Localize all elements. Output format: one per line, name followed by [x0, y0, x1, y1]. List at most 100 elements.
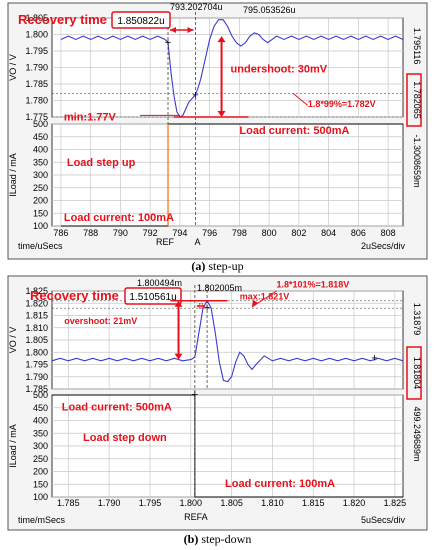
chart-a-cursor-ref-label: REF [156, 237, 175, 247]
chart-a-x-tick-label: 786 [53, 228, 68, 238]
chart-a-current-y-tick-label: 450 [33, 132, 48, 142]
chart-a-x-tick-label: 796 [202, 228, 217, 238]
chart-b-voltage-y-tick-label: 1.805 [25, 335, 48, 345]
chart-b-current-y-tick-label: 450 [33, 403, 48, 413]
chart-b-cursor-b-marker: + [371, 352, 377, 364]
chart-b-x-tick-label: 1.820 [343, 498, 366, 508]
chart-b-voltage-y-tick-label: 1.785 [25, 384, 48, 394]
chart-b-x-tick-label: 1.800 [180, 498, 203, 508]
chart-b-x-tick-label: 1.815 [302, 498, 325, 508]
chart-a-threshold-pointer [292, 92, 309, 106]
chart-a-x-tick-label: 794 [172, 228, 187, 238]
chart-b-current-y-tick-label: 300 [33, 441, 48, 451]
chart-b-recovery-time-arrowheads [196, 303, 206, 309]
chart-b-voltage-y-axis-label: VO / V [8, 327, 18, 354]
chart-a-current-y-tick-label: 300 [33, 170, 48, 180]
chart-a-cursor-ref-time: 793.202704u [170, 2, 223, 12]
chart-b-voltage-y-tick-label: 1.795 [25, 360, 48, 370]
chart-b-voltage-series-line [51, 299, 404, 383]
chart-a-right-readout-box [406, 73, 422, 127]
chart-b-scale-label: 5uSecs/div [361, 515, 406, 525]
chart-b-threshold-label: 1.8*101%=1.818V [276, 279, 349, 289]
chart-a-current-high-label: Load current: 500mA [239, 125, 349, 137]
chart-a-x-tick-label: 790 [113, 228, 128, 238]
chart-a-recovery-time-label: Recovery time [18, 12, 107, 27]
chart-b-voltage-y-tick-label: 1.820 [25, 298, 48, 308]
chart-a-threshold-label: 1.8*99%=1.782V [308, 99, 376, 109]
chart-a-x-tick-label: 788 [83, 228, 98, 238]
chart-a-cursor-a-label: A [195, 237, 201, 247]
chart-a-voltage-y-tick-label: 1.795 [25, 46, 48, 56]
caption-a-text: step-up [208, 259, 244, 273]
chart-a-recovery-time-box [111, 11, 171, 29]
chart-b-x-tick-label: 1.790 [98, 498, 121, 508]
chart-b-current-y-tick-label: 250 [33, 454, 48, 464]
chart-a-current-y-tick-label: 400 [33, 145, 48, 155]
chart-a-current-y-tick-label: 100 [33, 221, 48, 231]
chart-a-current-low-label: Load current: 100mA [64, 212, 174, 224]
chart-b-voltage-y-tick-label: 1.790 [25, 372, 48, 382]
chart-a-recovery-time-arrowheads [170, 27, 194, 33]
chart-b-cursor-ref-marker: + [192, 389, 198, 401]
chart-a-undershoot-label: undershoot: 30mV [231, 63, 328, 75]
chart-a-current-y-tick-label: 500 [33, 119, 48, 129]
chart-a-min-label: min:1.77V [64, 111, 117, 123]
chart-b-x-tick-label: 1.825 [384, 498, 407, 508]
caption-b: (b) step-down [0, 532, 435, 547]
chart-a-current-y-tick-label: 150 [33, 208, 48, 218]
chart-a-x-tick-label: 792 [143, 228, 158, 238]
chart-a-current-y-axis-label: ILoad / mA [8, 153, 18, 197]
chart-a-x-axis-label: time/uSecs [18, 241, 63, 251]
chart-b-load-step-label: Load step down [83, 432, 167, 444]
chart-a-cursor-a-time: 795.053526u [243, 5, 296, 15]
chart-b-recovery-time-value: 1.510561u [129, 292, 176, 303]
chart-b-current-y-axis-label: ILoad / mA [8, 424, 18, 468]
chart-a-x-tick-label: 808 [381, 228, 396, 238]
chart-b-overshoot-label: overshoot: 21mV [64, 316, 137, 326]
chart-b-overshoot-arrowheads [174, 300, 183, 360]
chart-b-right-readout-3: 499.249689m [412, 406, 422, 461]
chart-b-threshold-arrowhead [251, 299, 258, 307]
chart-a-voltage-y-tick-label: 1.800 [25, 30, 48, 40]
chart-a-load-step-label: Load step up [67, 157, 136, 169]
chart-b-current-y-tick-label: 350 [33, 428, 48, 438]
chart-b-voltage-y-tick-label: 1.810 [25, 323, 48, 333]
chart-a-voltage-y-tick-label: 1.785 [25, 79, 48, 89]
caption-a: (a) step-up [0, 259, 435, 274]
chart-b-current-y-tick-label: 400 [33, 416, 48, 426]
chart-b-cursor-label: REFA [184, 512, 208, 522]
chart-a-scale-label: 2uSecs/div [361, 241, 406, 251]
chart-b-current-y-tick-label: 200 [33, 467, 48, 477]
chart-b-right-readout-1: 1.31879 [412, 303, 422, 336]
chart-a-current-y-tick-label: 200 [33, 196, 48, 206]
caption-a-tag: (a) [191, 259, 206, 273]
chart-b-x-tick-label: 1.810 [261, 498, 284, 508]
chart-a-current-y-tick-label: 250 [33, 183, 48, 193]
chart-b-cursor-a-marker: + [204, 302, 210, 314]
chart-b-x-axis-label: time/mSecs [18, 515, 66, 525]
chart-b-current-high-label: Load current: 500mA [62, 401, 172, 413]
chart-a-x-tick-label: 800 [262, 228, 277, 238]
chart-b-current-y-tick-label: 100 [33, 492, 48, 502]
chart-a-voltage-y-axis-label: VO / V [8, 54, 18, 81]
caption-b-text: step-down [201, 532, 252, 546]
chart-b-cursor-a-time: 1.802005m [197, 283, 242, 293]
chart-a-current-y-tick-label: 350 [33, 157, 48, 167]
chart-b-right-readout-box [406, 346, 422, 400]
chart-a-x-tick-label: 806 [351, 228, 366, 238]
chart-b-cursor-ref-time: 1.800494m [137, 278, 182, 288]
chart-a-cursor-ref-marker: + [165, 37, 171, 49]
chart-b-recovery-time-label: Recovery time [30, 288, 119, 303]
chart-a-cursor-a-marker: + [192, 90, 198, 102]
chart-a-voltage-series-line [60, 19, 404, 118]
chart-b-x-tick-label: 1.785 [57, 498, 80, 508]
chart-a-x-tick-label: 798 [232, 228, 247, 238]
chart-a-x-tick-label: 802 [291, 228, 306, 238]
chart-b-recovery-time-box [124, 287, 182, 305]
caption-b-tag: (b) [183, 532, 199, 546]
chart-b-x-tick-label: 1.805 [220, 498, 243, 508]
chart-b-max-label: max:1.821V [240, 292, 290, 302]
chart-b-voltage-y-tick-label: 1.825 [25, 286, 48, 296]
chart-b-current-y-tick-label: 500 [33, 390, 48, 400]
